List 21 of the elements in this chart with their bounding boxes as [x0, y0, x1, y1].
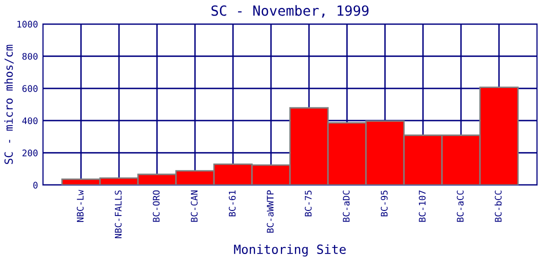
x-tick-label: BC-ORO: [152, 190, 160, 222]
y-tick-label: 0: [33, 182, 38, 189]
x-tick-label: BC-75: [304, 190, 312, 216]
x-tick-label: BC-aCC: [456, 190, 464, 222]
x-tick-label: BC-CAN: [190, 190, 198, 222]
y-tick-label: 800: [22, 52, 38, 60]
x-tick-label: BC-95: [380, 190, 388, 216]
y-axis-title: SC - micro mhos/cm: [4, 44, 14, 164]
y-tick-label: 200: [22, 150, 38, 156]
y-tick-label: 400: [22, 117, 38, 124]
y-tick-label: 600: [22, 85, 38, 92]
x-tick-label: NBC-Lw: [76, 190, 84, 222]
x-tick-label: NBC-FALLS: [114, 190, 122, 238]
x-tick-label: BC-aWWTP: [266, 190, 274, 233]
x-tick-label: BC-bCC: [494, 190, 502, 222]
y-tick-label: 1000: [17, 20, 38, 28]
x-axis-title: Monitoring Site: [234, 244, 346, 257]
chart-title: SC - November, 1999: [212, 5, 368, 18]
x-tick-label: BC-107: [418, 190, 426, 222]
x-tick-label: BC-aDC: [342, 190, 350, 222]
x-tick-label: BC-61: [228, 190, 236, 216]
